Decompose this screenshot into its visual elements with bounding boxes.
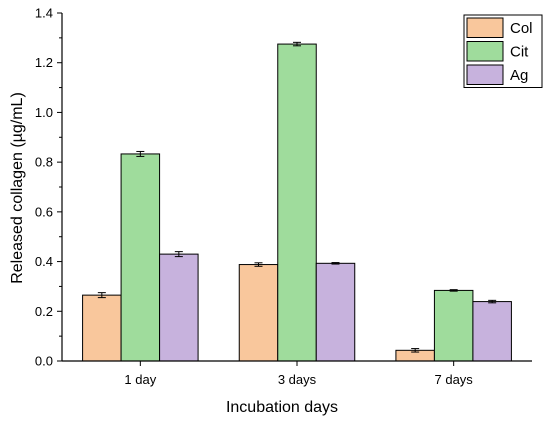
- y-tick-label: 1.4: [35, 6, 53, 21]
- error-bar-col-3: [411, 348, 420, 353]
- x-tick-label: 7 days: [435, 372, 474, 387]
- x-axis-title: Incubation days: [226, 399, 338, 416]
- error-bar-col-2: [254, 262, 263, 267]
- legend-label-col: Col: [510, 20, 533, 37]
- bar-cit-1: [120, 153, 161, 362]
- bar-col-1: [82, 294, 122, 362]
- error-bar-ag-3: [488, 299, 497, 304]
- error-bar-cit-2: [293, 41, 301, 47]
- bar-ag-1: [159, 253, 199, 362]
- bar-cit-3: [433, 289, 474, 362]
- y-axis-title: Released collagen (µg/mL): [9, 92, 26, 284]
- legend-swatch-col: [466, 17, 504, 38]
- error-bar-ag-2: [331, 262, 340, 265]
- legend-swatch-ag: [466, 64, 504, 85]
- y-tick-label: 1.0: [35, 105, 53, 120]
- error-bar-cit-3: [449, 289, 458, 292]
- bars-layer: [82, 43, 512, 362]
- y-tick-label: 0.8: [35, 155, 53, 170]
- bar-cit-2: [277, 43, 317, 362]
- error-bar-cit-1: [136, 150, 145, 157]
- error-bar-ag-1: [174, 251, 183, 258]
- bar-ag-3: [472, 301, 512, 362]
- axes-layer: 0.0 0.2 0.4 0.6 0.8 1.0 1.2 1.4 1 day 3 days 7 day…: [35, 6, 532, 387]
- y-tick-label: 0.0: [35, 354, 53, 369]
- y-tick-label: 1.2: [35, 55, 53, 70]
- x-tick-label: 3 days: [278, 372, 317, 387]
- y-tick-label: 0.6: [35, 204, 53, 219]
- legend-label-ag: Ag: [510, 67, 528, 84]
- legend-label-cit: Cit: [510, 44, 529, 61]
- bar-ag-2: [315, 262, 356, 362]
- error-bar-col-1: [97, 292, 106, 299]
- legend: Col Cit Ag: [463, 14, 543, 88]
- bar-col-2: [238, 264, 279, 362]
- legend-swatch-cit: [466, 41, 504, 62]
- x-tick-label: 1 day: [124, 372, 156, 387]
- y-tick-label: 0.2: [35, 304, 53, 319]
- error-bars-layer: [97, 41, 497, 353]
- y-tick-label: 0.4: [35, 254, 53, 269]
